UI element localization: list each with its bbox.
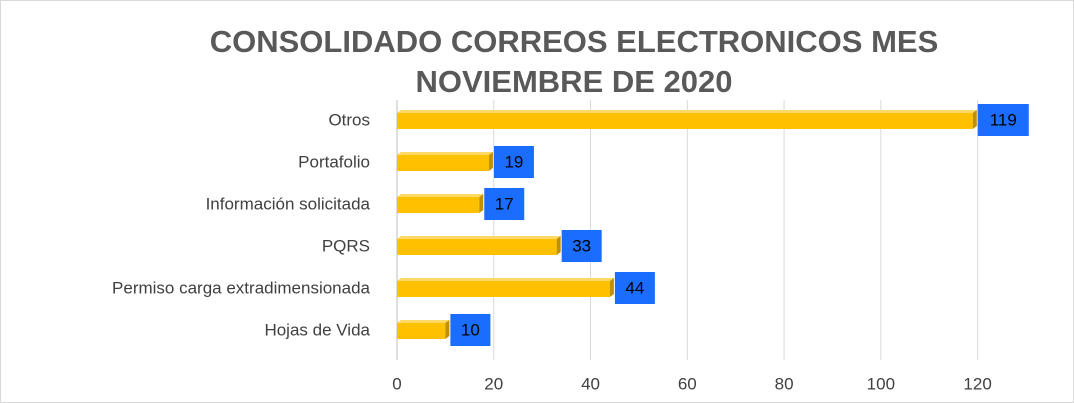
data-label: 10 (461, 320, 480, 339)
bar-top (397, 320, 450, 323)
bar (397, 239, 557, 255)
bar (397, 155, 489, 171)
data-label-box (977, 104, 1029, 136)
bar-top (397, 152, 493, 155)
bar-side (488, 152, 493, 171)
bar-side (972, 110, 977, 129)
bar (397, 113, 973, 129)
x-tick-label: 60 (678, 374, 697, 393)
x-tick-label: 20 (484, 374, 503, 393)
bar (397, 323, 446, 339)
bar (397, 197, 480, 213)
data-label-box (484, 188, 525, 220)
y-tick-label: Hojas de Vida (264, 320, 370, 339)
bar-top (397, 110, 977, 113)
bar-side (609, 278, 614, 297)
data-label: 44 (625, 278, 644, 297)
x-tick-label: 80 (775, 374, 794, 393)
chart-title: NOVIEMBRE DE 2020 (416, 64, 733, 99)
y-tick-label: Otros (328, 110, 370, 129)
data-label: 119 (990, 110, 1017, 129)
y-tick-label: PQRS (322, 236, 370, 255)
x-tick-label: 120 (963, 374, 991, 393)
bar-top (397, 278, 614, 281)
bar-top (397, 236, 561, 239)
data-label-box (561, 230, 602, 262)
bar-side (556, 236, 561, 255)
chart-title: CONSOLIDADO CORREOS ELECTRONICOS MES (210, 24, 939, 59)
data-label: 17 (495, 194, 514, 213)
x-tick-label: 40 (581, 374, 600, 393)
data-label-box (614, 272, 655, 304)
y-tick-label: Permiso carga extradimensionada (112, 278, 371, 297)
x-tick-label: 0 (392, 374, 401, 393)
y-tick-label: Portafolio (298, 152, 370, 171)
y-tick-label: Información solicitada (206, 194, 371, 213)
bar (397, 281, 610, 297)
data-label-box (493, 146, 534, 178)
data-label: 33 (572, 236, 591, 255)
data-label: 19 (504, 152, 523, 171)
x-tick-label: 100 (867, 374, 895, 393)
bar-side (479, 194, 484, 213)
bar-top (397, 194, 484, 197)
bar-side (445, 320, 450, 339)
data-label-box (450, 314, 491, 346)
